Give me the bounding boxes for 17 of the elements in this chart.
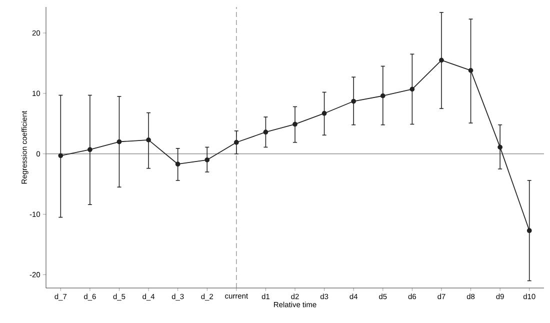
point	[322, 110, 327, 116]
point	[146, 138, 151, 142]
point	[263, 130, 268, 135]
point	[410, 86, 415, 92]
point	[88, 147, 92, 152]
point	[351, 98, 356, 104]
point	[526, 228, 532, 234]
point	[58, 153, 64, 158]
point	[204, 157, 210, 162]
point	[234, 140, 239, 145]
point	[468, 68, 474, 73]
point	[116, 139, 122, 144]
point	[175, 162, 180, 167]
point	[292, 122, 298, 127]
point	[380, 93, 386, 98]
point	[498, 144, 503, 150]
point	[439, 58, 444, 63]
